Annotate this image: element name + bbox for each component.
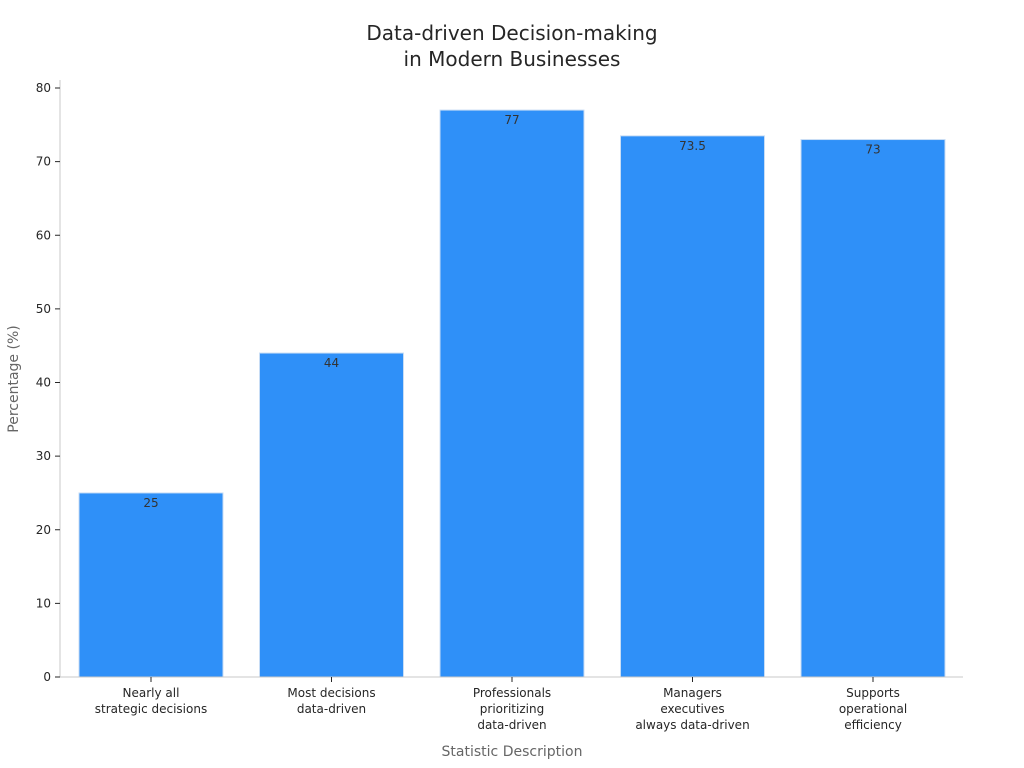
x-axis-title: Statistic Description	[442, 744, 583, 760]
y-tick-label: 50	[36, 302, 51, 316]
y-tick-label: 10	[36, 596, 51, 610]
bar-value-label: 73.5	[679, 139, 706, 153]
chart-title: Data-driven Decision-making in Modern Bus…	[366, 21, 657, 71]
y-tick-label: 70	[36, 155, 51, 169]
chart-title-line: in Modern Businesses	[404, 47, 621, 71]
bar-value-label: 77	[504, 113, 519, 127]
x-tick-label: Managers executives always data-driven	[635, 686, 749, 732]
bar	[78, 492, 224, 678]
bar-value-label: 44	[324, 356, 339, 370]
y-axis-title: Percentage (%)	[6, 325, 22, 432]
x-tick-label: Most decisions data-driven	[287, 686, 375, 716]
y-tick-label: 30	[36, 449, 51, 463]
x-tick-label: Supports operational efficiency	[839, 686, 907, 732]
y-tick-label: 80	[36, 81, 51, 95]
bar-value-label: 25	[143, 496, 158, 510]
x-tick-label: Nearly all strategic decisions	[95, 686, 207, 716]
y-tick-label: 40	[36, 376, 51, 390]
bar	[259, 352, 404, 678]
x-axis: Nearly all strategic decisions Most decisi…	[60, 676, 963, 732]
y-tick-label: 60	[36, 228, 51, 242]
x-tick-label: Professionals prioritizing data-driven	[473, 686, 551, 732]
bar	[800, 139, 946, 678]
bar	[620, 135, 765, 678]
chart-title-line: Data-driven Decision-making	[366, 21, 657, 45]
y-tick-label: 0	[43, 670, 51, 684]
bar	[439, 109, 585, 678]
bars-group: 25 44 77 73.5 73	[78, 109, 946, 678]
bar-value-label: 73	[865, 143, 880, 157]
y-tick-label: 20	[36, 523, 51, 537]
y-axis: 0 10 20 30 40 50 60 70 80	[36, 80, 61, 684]
